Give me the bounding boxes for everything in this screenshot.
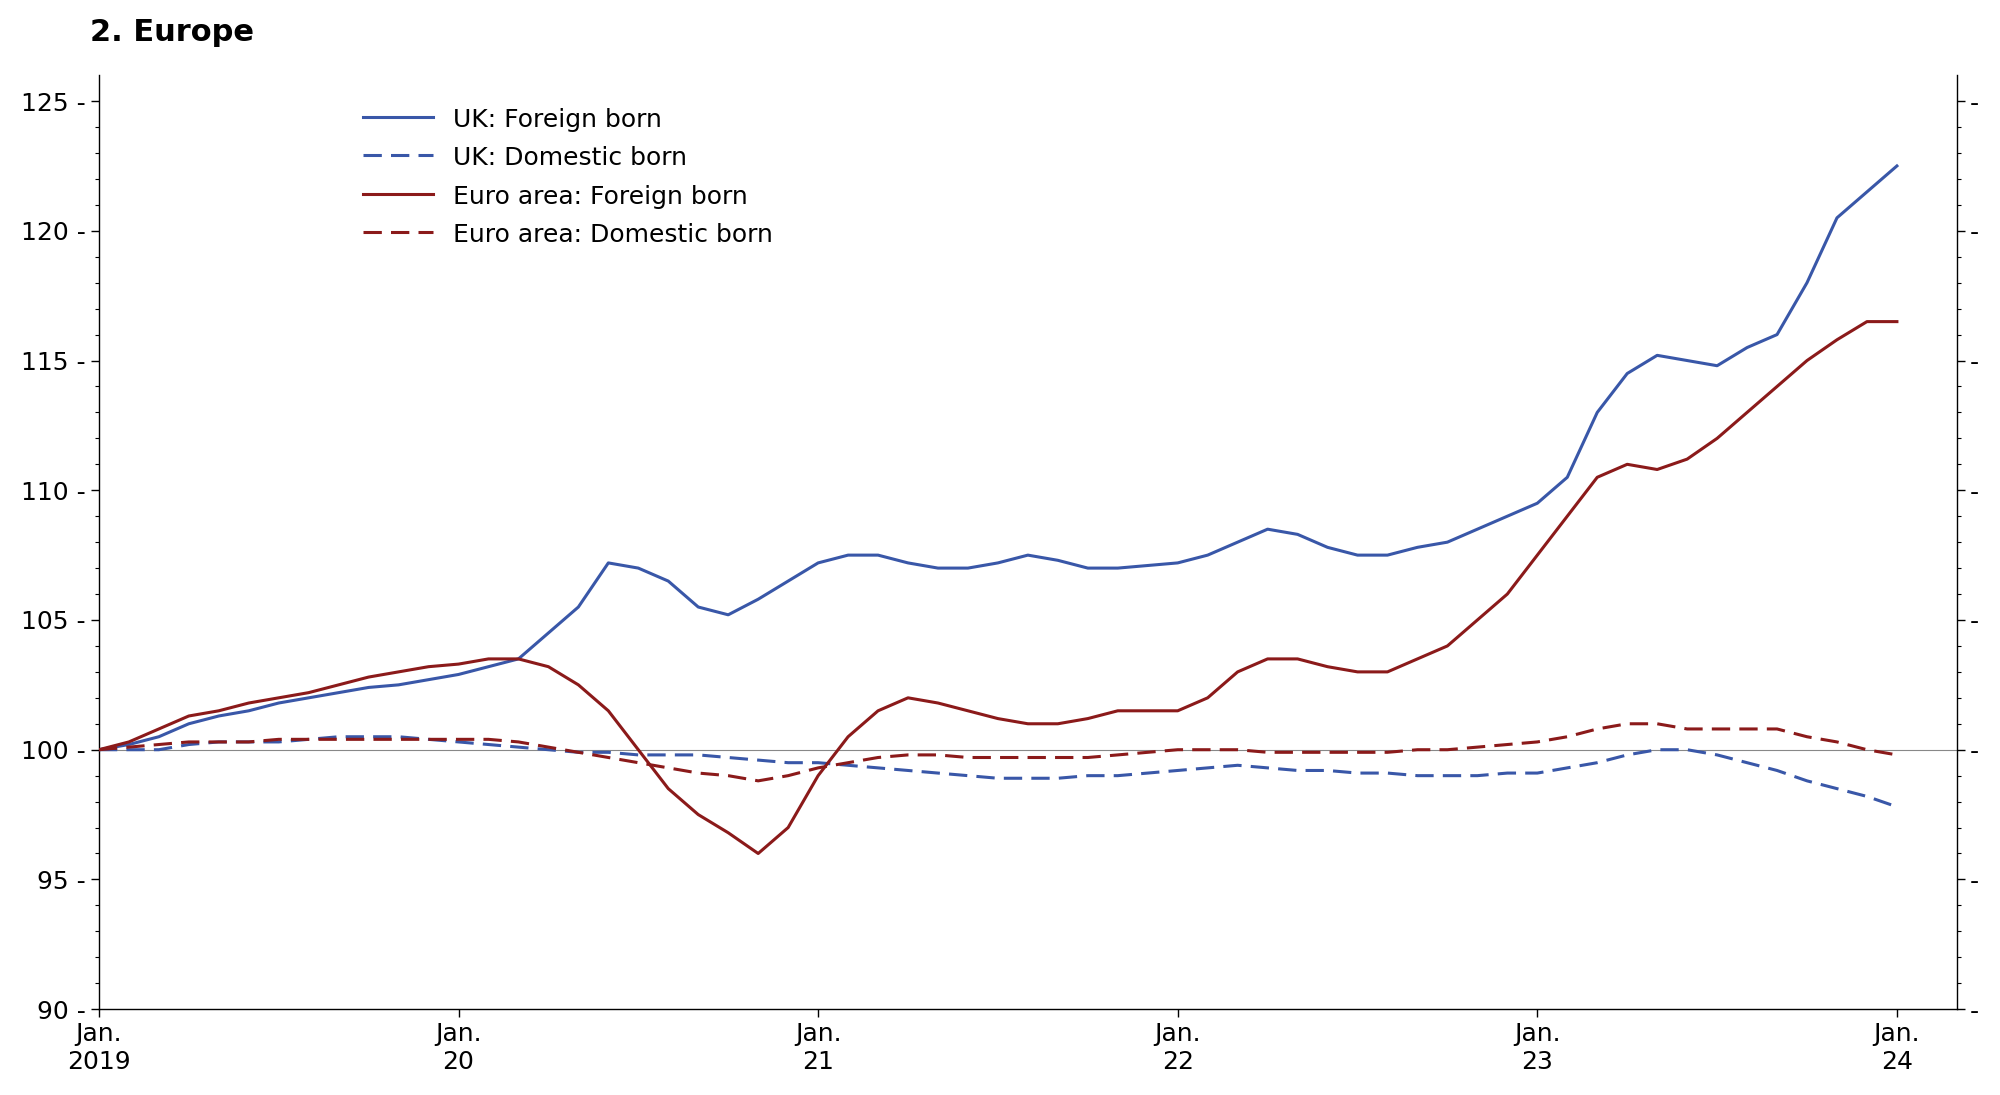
UK: Domestic born: (0, 100): Domestic born: (0, 100): [86, 744, 110, 757]
Euro area: Foreign born: (37, 102): Foreign born: (37, 102): [1196, 691, 1220, 704]
UK: Domestic born: (22, 99.6): Domestic born: (22, 99.6): [746, 753, 770, 766]
UK: Domestic born: (60, 97.8): Domestic born: (60, 97.8): [1884, 800, 1908, 814]
Euro area: Foreign born: (14, 104): Foreign born: (14, 104): [506, 653, 530, 666]
Euro area: Domestic born: (14, 100): Domestic born: (14, 100): [506, 736, 530, 749]
Euro area: Foreign born: (53, 111): Foreign born: (53, 111): [1676, 452, 1700, 465]
Euro area: Domestic born: (12, 100): Domestic born: (12, 100): [446, 733, 470, 746]
Legend: UK: Foreign born, UK: Domestic born, Euro area: Foreign born, Euro area: Domesti: UK: Foreign born, UK: Domestic born, Eur…: [352, 97, 782, 257]
Euro area: Domestic born: (22, 98.8): Domestic born: (22, 98.8): [746, 774, 770, 787]
UK: Foreign born: (60, 122): Foreign born: (60, 122): [1884, 160, 1908, 173]
Euro area: Foreign born: (33, 101): Foreign born: (33, 101): [1076, 712, 1100, 725]
UK: Foreign born: (32, 107): Foreign born: (32, 107): [1046, 554, 1070, 567]
UK: Domestic born: (53, 100): Domestic born: (53, 100): [1676, 744, 1700, 757]
Euro area: Domestic born: (21, 99): Domestic born: (21, 99): [716, 769, 740, 782]
Euro area: Domestic born: (54, 101): Domestic born: (54, 101): [1706, 723, 1730, 736]
UK: Domestic born: (33, 99): Domestic born: (33, 99): [1076, 769, 1100, 782]
Euro area: Domestic born: (37, 100): Domestic born: (37, 100): [1196, 744, 1220, 757]
Text: 2. Europe: 2. Europe: [90, 19, 254, 47]
Line: Euro area: Domestic born: Euro area: Domestic born: [98, 724, 1896, 781]
UK: Domestic born: (15, 100): Domestic born: (15, 100): [536, 744, 560, 757]
Euro area: Domestic born: (60, 99.8): Domestic born: (60, 99.8): [1884, 748, 1908, 761]
UK: Foreign born: (0, 100): Foreign born: (0, 100): [86, 744, 110, 757]
UK: Foreign born: (14, 104): Foreign born: (14, 104): [506, 653, 530, 666]
Euro area: Foreign born: (12, 103): Foreign born: (12, 103): [446, 657, 470, 670]
Euro area: Foreign born: (60, 116): Foreign born: (60, 116): [1884, 315, 1908, 328]
Euro area: Foreign born: (0, 100): Foreign born: (0, 100): [86, 744, 110, 757]
Euro area: Foreign born: (21, 96.8): Foreign born: (21, 96.8): [716, 826, 740, 839]
Line: UK: Domestic born: UK: Domestic born: [98, 737, 1896, 807]
UK: Foreign born: (36, 107): Foreign born: (36, 107): [1166, 556, 1190, 569]
UK: Domestic born: (8, 100): Domestic born: (8, 100): [326, 730, 350, 744]
Line: UK: Foreign born: UK: Foreign born: [98, 166, 1896, 750]
Euro area: Foreign born: (22, 96): Foreign born: (22, 96): [746, 846, 770, 860]
UK: Domestic born: (37, 99.3): Domestic born: (37, 99.3): [1196, 761, 1220, 774]
UK: Foreign born: (21, 105): Foreign born: (21, 105): [716, 608, 740, 621]
UK: Foreign born: (52, 115): Foreign born: (52, 115): [1646, 349, 1670, 362]
UK: Domestic born: (13, 100): Domestic born: (13, 100): [476, 738, 500, 751]
Euro area: Domestic born: (0, 100): Domestic born: (0, 100): [86, 744, 110, 757]
Euro area: Domestic born: (51, 101): Domestic born: (51, 101): [1616, 717, 1640, 730]
UK: Foreign born: (12, 103): Foreign born: (12, 103): [446, 668, 470, 681]
Euro area: Domestic born: (33, 99.7): Domestic born: (33, 99.7): [1076, 751, 1100, 764]
Euro area: Foreign born: (59, 116): Foreign born: (59, 116): [1854, 315, 1878, 328]
Line: Euro area: Foreign born: Euro area: Foreign born: [98, 322, 1896, 853]
